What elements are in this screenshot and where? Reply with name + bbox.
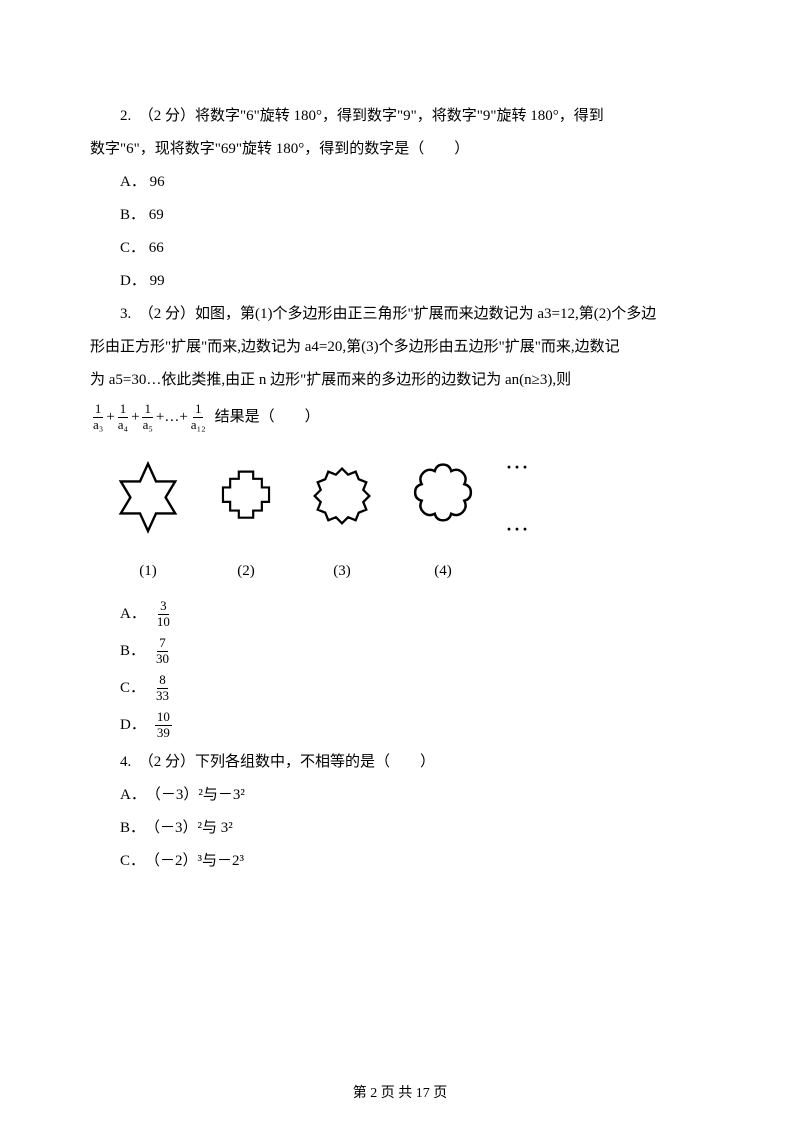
q3-opt-b: B． 730 bbox=[90, 635, 710, 668]
q3-opt-c: C． 833 bbox=[90, 672, 710, 705]
q3-line3: 为 a5=30…依此类推,由正 n 边形"扩展而来的多边形的边数记为 an(n≥… bbox=[90, 364, 710, 397]
q4-opt-a: A． （－3）²与－3² bbox=[90, 779, 710, 812]
q2-opt-a: A． 96 bbox=[90, 166, 710, 199]
q3-line1: 3. （2 分）如图，第(1)个多边形由正三角形"扩展而来边数记为 a3=12,… bbox=[90, 298, 710, 331]
q3-opt-a: A． 310 bbox=[90, 598, 710, 631]
q3-formula: 1a₃ + 1a₄ + 1a₅ +…+ 1a₁₂ 结果是（ ） bbox=[90, 401, 710, 434]
q3-shape-labels: (1) (2) (3) (4) bbox=[90, 555, 710, 588]
hexagon-shape-icon bbox=[402, 458, 484, 540]
square-shape-icon bbox=[210, 463, 282, 535]
q3-shapes: ··· ··· bbox=[90, 448, 710, 549]
q2-opt-c: C． 66 bbox=[90, 232, 710, 265]
q2-opt-d: D． 99 bbox=[90, 265, 710, 298]
q2-line1: 2. （2 分）将数字"6"旋转 180°，得到数字"9"，将数字"9"旋转 1… bbox=[90, 100, 710, 133]
dots-icon: ··· bbox=[506, 510, 530, 550]
q2-line2: 数字"6"，现将数字"69"旋转 180°，得到的数字是（ ） bbox=[90, 133, 710, 166]
q3-opt-d: D． 1039 bbox=[90, 709, 710, 742]
q4-opt-c: C． （－2）³与－2³ bbox=[90, 845, 710, 878]
star-shape-icon bbox=[108, 459, 188, 539]
dots-icon: ··· bbox=[506, 448, 530, 488]
pentagon-shape-icon bbox=[304, 461, 380, 537]
q4-opt-b: B． （－3）²与 3² bbox=[90, 812, 710, 845]
q3-line2: 形由正方形"扩展"而来,边数记为 a4=20,第(3)个多边形由五边形"扩展"而… bbox=[90, 331, 710, 364]
q2-opt-b: B． 69 bbox=[90, 199, 710, 232]
q4-line1: 4. （2 分）下列各组数中，不相等的是（ ） bbox=[90, 746, 710, 779]
page-footer: 第 2 页 共 17 页 bbox=[0, 1079, 800, 1110]
